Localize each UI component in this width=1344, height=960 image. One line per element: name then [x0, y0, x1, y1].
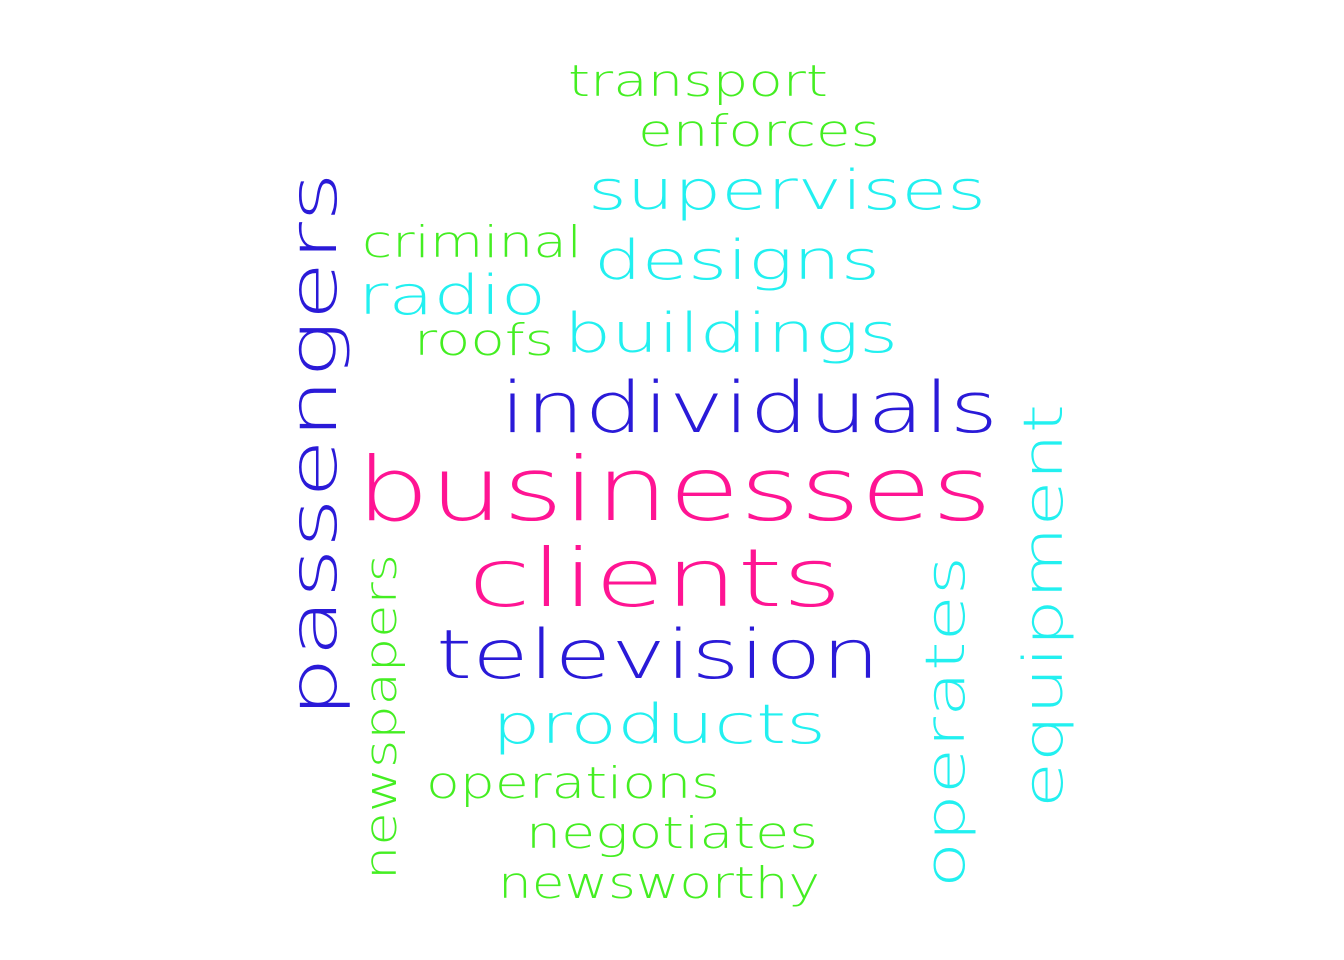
word-television: television [436, 616, 880, 695]
word-buildings: buildings [564, 302, 898, 365]
word-transport: transport [568, 56, 828, 107]
word-radio: radio [358, 264, 546, 327]
word-designs: designs [594, 229, 880, 292]
word-supervises: supervises [588, 159, 986, 222]
word-criminal: criminal [362, 217, 582, 268]
word-newspapers: newspapers [356, 554, 407, 880]
word-operations: operations [426, 758, 720, 809]
word-equipment: equipment [1012, 404, 1075, 808]
word-newsworthy: newsworthy [498, 858, 820, 909]
word-clients: clients [468, 532, 842, 625]
word-products: products [492, 693, 826, 756]
word-roofs: roofs [414, 315, 554, 366]
word-passengers: passengers [275, 172, 352, 718]
word-negotiates: negotiates [526, 808, 818, 859]
word-enforces: enforces [638, 106, 880, 157]
word-individuals: individuals [500, 367, 998, 449]
word-operates: operates [914, 556, 977, 888]
word-businesses: businesses [356, 438, 992, 541]
